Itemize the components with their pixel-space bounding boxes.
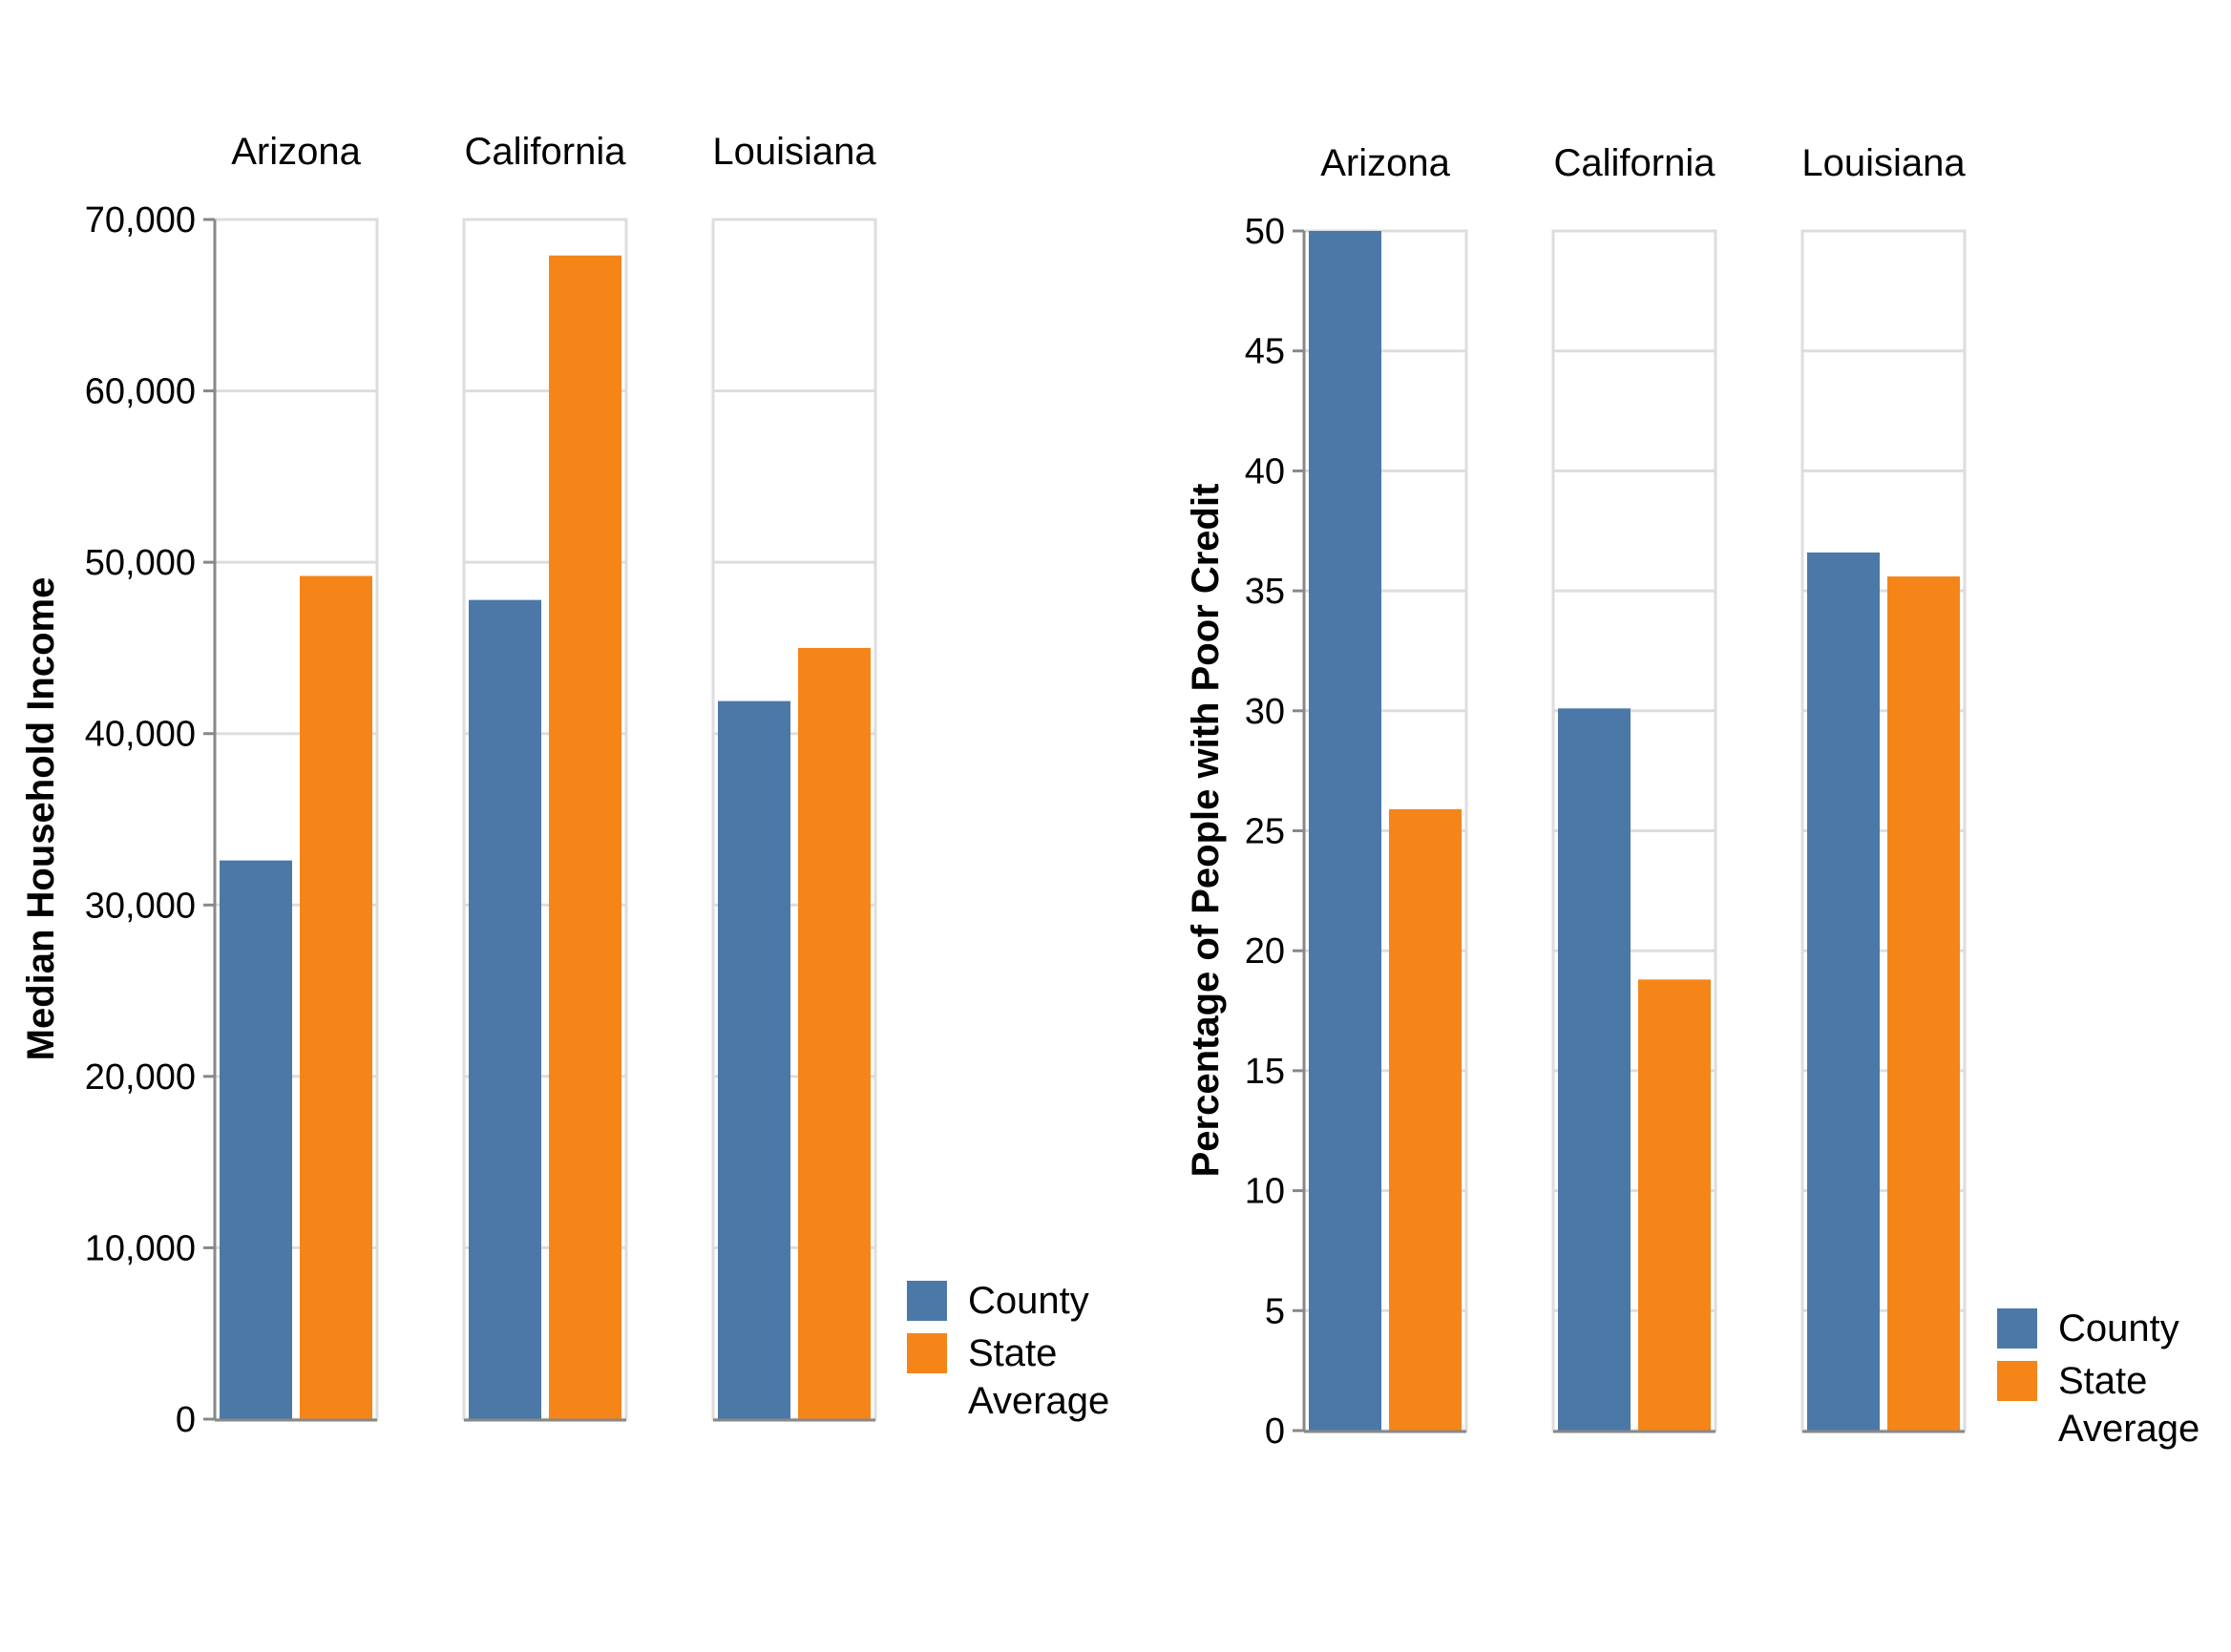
y-tick-label: 0 [1265,1412,1285,1452]
y-tick-label: 50 [1245,212,1285,252]
y-axis: 0 5 10 15 20 25 30 35 40 45 50 [1245,212,1306,1452]
y-tick-label: 35 [1245,572,1285,612]
y-tick-label: 45 [1245,332,1285,372]
bar-louisiana-state-average [1887,576,1960,1431]
legend-swatch-state-average [1997,1361,2037,1401]
facet-label-arizona: Arizona [231,131,361,173]
facet-label-louisiana: Louisiana [712,131,876,173]
bar-arizona-county [1309,231,1381,1431]
legend: County State Average [1997,1307,2199,1450]
y-tick-label: 20,000 [85,1057,196,1098]
legend-label-state: State [968,1332,1057,1374]
y-axis: 0 10,000 20,000 30,000 40,000 50,000 60,000 70,… [85,200,217,1440]
bar-louisiana-county [718,701,790,1419]
poor-credit-chart: Arizona California Louisiana 0 5 10 15 20 25 30 35… [1185,142,2199,1452]
bar-california-state-average [1638,979,1711,1431]
y-tick-label: 10 [1245,1172,1285,1212]
y-tick-label: 60,000 [85,372,196,412]
y-tick-label: 40,000 [85,715,196,755]
facet-label-louisiana: Louisiana [1801,142,1966,184]
legend-label-average: Average [2058,1408,2199,1450]
bar-arizona-county [220,860,292,1419]
legend: County State Average [907,1280,1109,1422]
facet-arizona: Arizona [1302,142,1468,1433]
bar-arizona-state-average [1389,808,1462,1431]
legend-swatch-state-average [907,1333,947,1373]
y-tick-label: 30 [1245,692,1285,732]
bar-california-county [1558,708,1631,1431]
facet-california: California [462,131,628,1422]
facet-label-california: California [1554,142,1716,184]
legend-label-county: County [968,1280,1089,1322]
facet-label-arizona: Arizona [1320,142,1450,184]
facet-label-california: California [465,131,627,173]
bar-california-county [469,599,541,1419]
y-tick-label: 30,000 [85,886,196,926]
y-tick-label: 25 [1245,812,1285,852]
y-tick-label: 10,000 [85,1228,196,1268]
legend-swatch-county [907,1281,947,1321]
income-chart: Arizona California Louisiana 0 10,000 20,000 3… [20,131,1109,1440]
facet-louisiana: Louisiana [1800,142,1967,1433]
y-tick-label: 50,000 [85,543,196,583]
y-tick-label: 20 [1245,931,1285,972]
y-tick-label: 5 [1265,1291,1285,1331]
y-tick-label: 15 [1245,1052,1285,1092]
legend-label-state: State [2058,1360,2147,1402]
legend-label-average: Average [968,1380,1109,1422]
y-tick-label: 0 [176,1400,196,1440]
bar-california-state-average [549,255,621,1420]
legend-label-county: County [2058,1307,2179,1349]
y-axis-title: Median Household Income [20,577,62,1061]
y-tick-label: 70,000 [85,200,196,240]
bar-arizona-state-average [300,575,372,1419]
bar-louisiana-county [1807,552,1880,1431]
legend-swatch-county [1997,1308,2037,1349]
y-tick-label: 40 [1245,451,1285,491]
facet-california: California [1551,142,1717,1433]
bar-louisiana-state-average [798,647,871,1419]
y-axis-title: Percentage of People with Poor Credit [1185,484,1227,1178]
facet-louisiana: Louisiana [711,131,877,1422]
facet-arizona: Arizona [213,131,379,1422]
